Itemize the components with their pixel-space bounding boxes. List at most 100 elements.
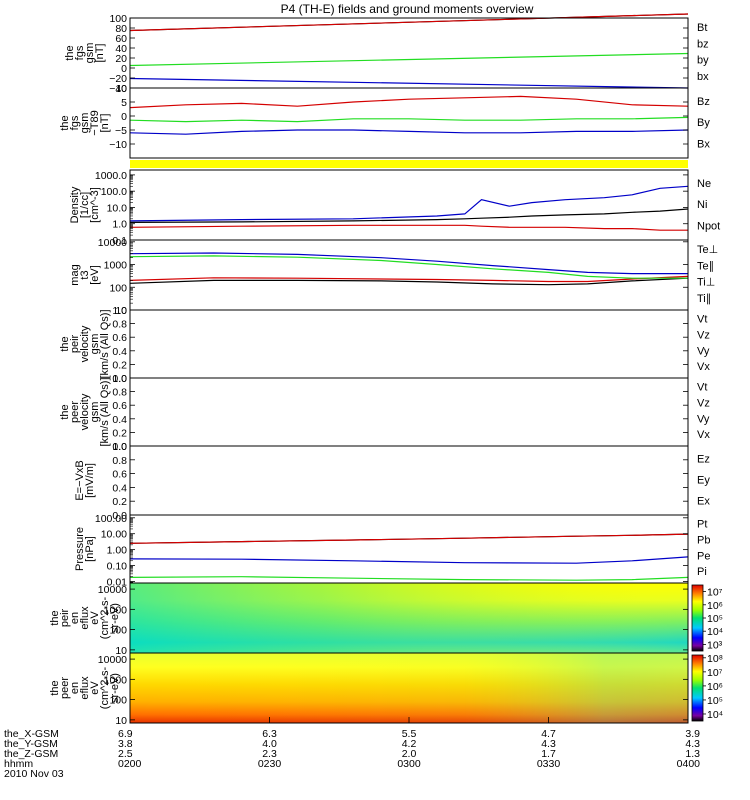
y-axis-label-line: sr-eV) <box>109 603 121 633</box>
spectrogram-overlay-peer_eflux <box>130 653 688 723</box>
y-axis-label-line: Density <box>69 186 81 223</box>
footer-row-label: the_Y-GSM <box>4 738 58 750</box>
y-axis-label-line: the <box>49 610 61 625</box>
footer-value: 4.3 <box>541 738 556 750</box>
panel-frame <box>129 239 689 311</box>
y-tick-label: 40 <box>115 43 127 55</box>
footer-row-label: hhmm <box>4 758 33 770</box>
y-axis-label-line: (cm^2-s- <box>99 666 111 709</box>
panel-frame <box>129 309 689 379</box>
panel-efield: 1.0 0.8 0.60.4 0.2 0.0 E=−VxB[mV/m] Ez Ey Ex <box>74 441 710 522</box>
y-tick-label: −20 <box>109 73 127 85</box>
legend-fgs_dgsm-2: Bx <box>697 138 710 150</box>
legend-fgs_gsm-1: bz <box>697 38 709 50</box>
footer-value: 0200 <box>118 758 142 770</box>
y-axis-label-line: (cm^2-s- <box>99 596 111 639</box>
y-tick-label: 0.8 <box>112 319 127 331</box>
y-tick-label: 1.00 <box>107 545 128 557</box>
y-tick-label: 1000 <box>104 674 128 686</box>
y-tick-label: 10 <box>115 715 127 727</box>
legend-fgs_dgsm-0: Bz <box>697 96 710 108</box>
y-tick-label: 0.6 <box>112 332 127 344</box>
y-tick-label: 100 <box>109 282 127 294</box>
y-tick-label: 0.0 <box>112 373 127 385</box>
y-axis-label-line: gsm <box>84 43 96 64</box>
panel-pressure: 100.00 10.00 1.00 0.10 0.01 Pressure[nPa] Pt Pb… <box>74 513 710 589</box>
footer-value: 6.3 <box>262 728 277 740</box>
y-tick-label: −40 <box>109 83 127 95</box>
y-axis-label-line: eV <box>89 611 101 625</box>
footer-value: 0300 <box>397 758 421 770</box>
panel-peer_eflux: 10⁸ 10⁷ 10⁶ 10⁵ 10⁴ 10000 1000 100 10 thepeerenef… <box>49 652 723 727</box>
legend-temperature-1: Te∥ <box>697 260 714 272</box>
y-axis-label-line: eflux <box>79 676 91 700</box>
legend-temperature-3: Ti∥ <box>697 293 711 305</box>
y-axis-label-line: eflux <box>79 606 91 630</box>
y-axis-label-line: [nPa] <box>84 536 96 562</box>
series-fgs_dgsm-Bx <box>129 129 689 135</box>
colorbar-peir_eflux <box>691 584 704 652</box>
y-axis-label-line: E=−VxB <box>74 460 86 500</box>
colorbar-label: 10⁷ <box>707 587 723 599</box>
y-tick-label: 1.0 <box>112 441 127 453</box>
series-pressure-Pb <box>129 533 689 544</box>
footer-value: 4.0 <box>262 738 277 750</box>
y-tick-label: 10.00 <box>101 529 127 541</box>
y-axis-label-line: [1/cc] <box>79 192 91 218</box>
panel-frame <box>129 514 689 584</box>
legend-pressure-2: Pe <box>697 550 710 562</box>
y-tick-label: 10 <box>115 83 127 95</box>
y-axis-label-line: sr-eV) <box>109 673 121 703</box>
panel-fgs_dgsm: 10 5 0 −5 −10 thefgsgsm−T89[nT] Bz By Bx <box>59 83 710 159</box>
y-axis-label: thefgsgsm−T89[nT] <box>59 110 111 135</box>
series-temperature-Ti∥ <box>129 255 688 279</box>
y-tick-label: 100 <box>109 695 127 707</box>
colorbar-label: 10⁷ <box>707 667 723 679</box>
y-tick-label: 1000.0 <box>95 170 127 182</box>
panel-frame <box>129 445 689 516</box>
footer-value: 0330 <box>537 758 561 770</box>
date-label: 2010 Nov 03 <box>4 768 64 780</box>
footer-value: 4.7 <box>541 728 556 740</box>
footer-value: 2.3 <box>262 748 277 760</box>
colorbar-label: 10⁴ <box>707 709 723 721</box>
y-tick-label: 0.8 <box>112 387 127 399</box>
legend-peir_vel-2: Vy <box>697 345 710 357</box>
panel-peer_vel: 1.00.80.60.40.20.0thepeervelocitygsm[km/… <box>59 373 710 453</box>
colorbar-label: 10⁸ <box>707 653 723 665</box>
colorbar-label: 10³ <box>707 639 723 651</box>
y-tick-label: 10.0 <box>107 202 128 214</box>
y-axis-label: magt3[eV] <box>69 264 101 285</box>
legend-density-0: Ne <box>697 178 711 190</box>
panel-frame <box>129 87 689 159</box>
y-axis-label-line: [nT] <box>94 44 106 63</box>
footer-value: 3.8 <box>118 738 133 750</box>
y-tick-label: 100.0 <box>101 186 127 198</box>
legend-peir_vel-3: Vx <box>697 361 710 373</box>
legend-efield-1: Ey <box>697 475 710 487</box>
footer-value: 5.5 <box>402 728 417 740</box>
legend-peer_vel-3: Vx <box>697 429 710 441</box>
colorbar-label: 10⁶ <box>707 600 723 612</box>
series-pressure-Pe <box>129 576 689 581</box>
y-axis-label-line: [cm^-3] <box>89 187 101 223</box>
footer-value: 4.2 <box>402 738 417 750</box>
panel-peir_vel: 1.00.80.60.40.20.0thepeirvelocitygsm[km/… <box>59 305 710 385</box>
panel-density: 1000.0 100.0 10.0 1.0 0.1 Density[1/cc][cm^-3… <box>69 169 720 247</box>
series-temperature-Ti⊥ <box>129 252 688 275</box>
y-tick-label: 0.4 <box>112 346 127 358</box>
y-axis-label-line: peir <box>69 334 81 353</box>
y-axis-label: thepeirvelocitygsm[km/s (All Qs)] <box>59 309 111 378</box>
y-tick-label: 10000 <box>98 584 127 596</box>
legend-fgs_dgsm-1: By <box>697 117 710 129</box>
y-tick-label: 20 <box>115 53 127 65</box>
y-tick-label: 0.0 <box>112 510 127 522</box>
legend-peer_vel-0: Vt <box>697 382 707 394</box>
y-axis-label: Density[1/cc][cm^-3] <box>69 186 101 223</box>
chart-title: P4 (TH-E) fields and ground moments over… <box>281 2 534 16</box>
y-axis-label: thefgsgsm[nT] <box>64 43 106 64</box>
legend-peer_vel-2: Vy <box>697 413 710 425</box>
footer-value: 1.7 <box>541 748 556 760</box>
spectrogram-overlay-peir_eflux <box>130 583 688 653</box>
